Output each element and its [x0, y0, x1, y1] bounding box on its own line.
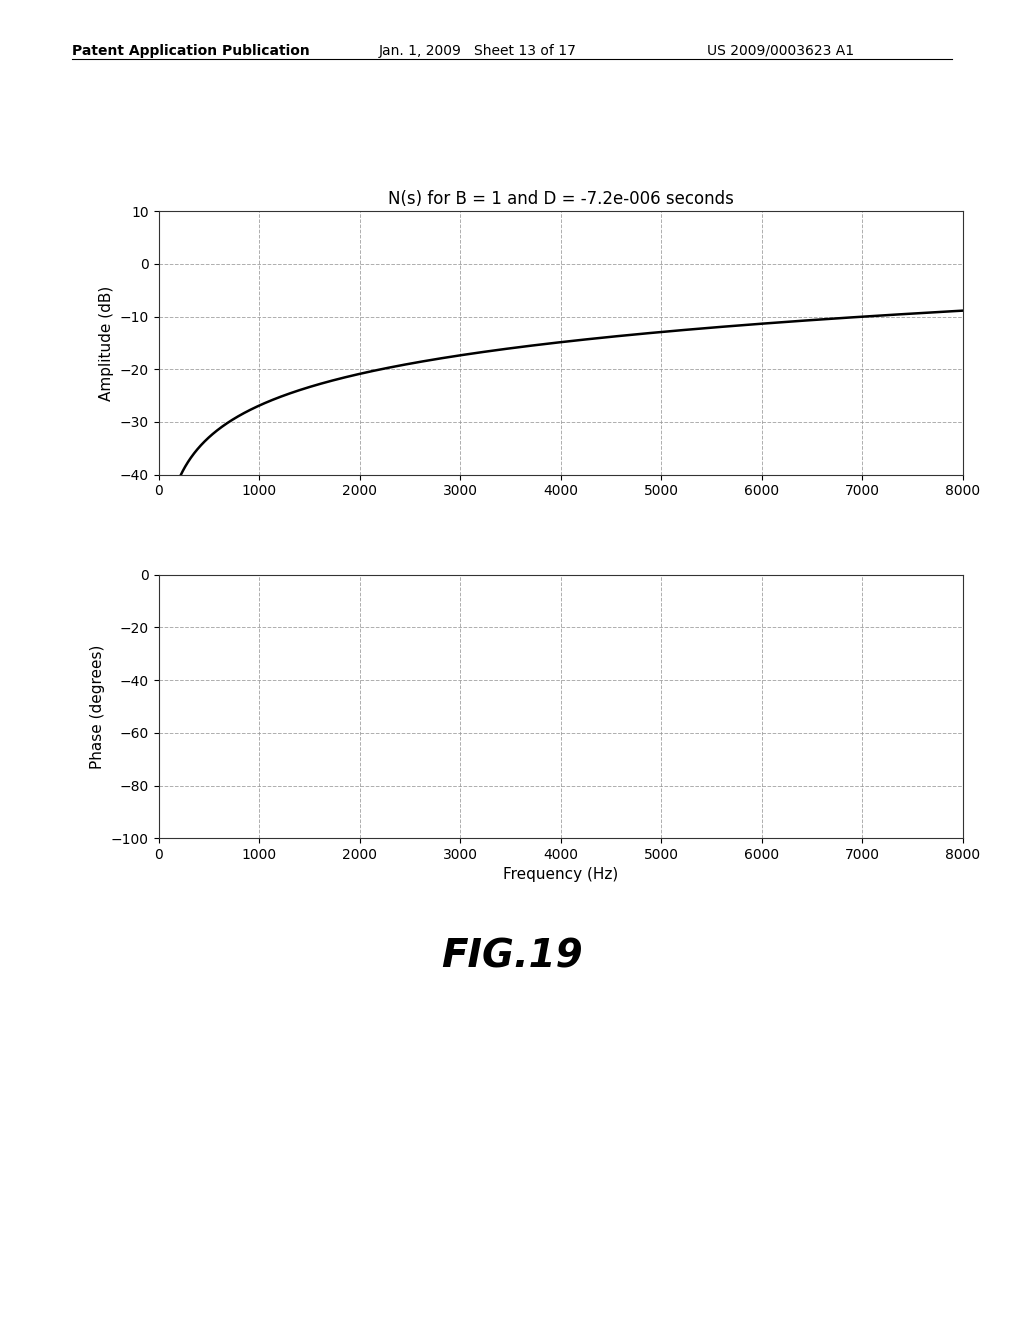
- X-axis label: Frequency (Hz): Frequency (Hz): [503, 867, 618, 883]
- Y-axis label: Amplitude (dB): Amplitude (dB): [99, 285, 115, 400]
- Text: Patent Application Publication: Patent Application Publication: [72, 44, 309, 58]
- Y-axis label: Phase (degrees): Phase (degrees): [90, 644, 105, 768]
- Title: N(s) for B = 1 and D = -7.2e-006 seconds: N(s) for B = 1 and D = -7.2e-006 seconds: [388, 190, 733, 209]
- Text: Jan. 1, 2009   Sheet 13 of 17: Jan. 1, 2009 Sheet 13 of 17: [379, 44, 577, 58]
- Text: US 2009/0003623 A1: US 2009/0003623 A1: [707, 44, 854, 58]
- Text: FIG.19: FIG.19: [441, 939, 583, 975]
